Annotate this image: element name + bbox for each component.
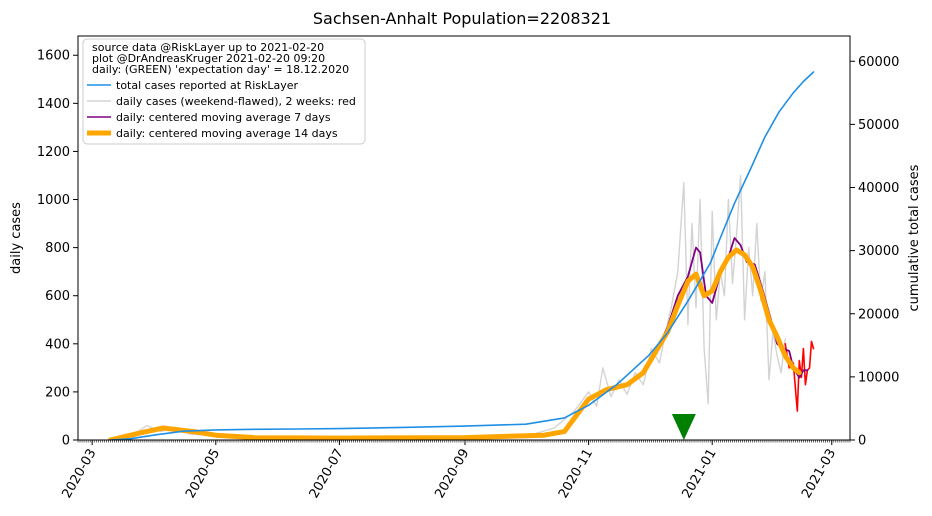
y-left-tick-label: 0 [62, 434, 70, 449]
chart-title: Sachsen-Anhalt Population=2208321 [313, 9, 611, 28]
legend: source data @RiskLayer up to 2021-02-20 … [82, 38, 366, 145]
y-right-tick-label: 30000 [858, 244, 899, 259]
y-left-tick-label: 1400 [37, 97, 70, 112]
y-left-tick-label: 600 [45, 289, 70, 304]
y-right-tick-label: 40000 [858, 181, 899, 196]
legend-header-1: source data @RiskLayer up to 2021-02-20 [92, 41, 324, 54]
series-ma7-line [109, 237, 809, 440]
series-ma14-line [107, 247, 802, 440]
y-left-tick-label: 1000 [37, 193, 70, 208]
right-axis: 0 10000 20000 30000 40000 50000 60000 [850, 55, 899, 449]
y-left-tick-label: 200 [45, 385, 70, 400]
y-left-tick-label: 1200 [37, 145, 70, 160]
legend-entry-daily: daily cases (weekend-flawed), 2 weeks: r… [116, 95, 356, 108]
y-right-tick-label: 60000 [858, 55, 899, 70]
expectation-day-marker [671, 413, 696, 440]
series-layer [107, 71, 815, 440]
x-tick-label: 2021-03 [799, 447, 839, 502]
legend-entry-ma14: daily: centered moving average 14 days [116, 127, 338, 140]
y-right-tick-label: 0 [858, 434, 866, 449]
legend-box [82, 38, 366, 145]
legend-entry-total: total cases reported at RiskLayer [116, 79, 299, 92]
series-total-line [109, 71, 815, 440]
y-right-tick-label: 50000 [858, 118, 899, 133]
y-right-tick-label: 20000 [858, 307, 899, 322]
legend-entry-ma7: daily: centered moving average 7 days [116, 111, 331, 124]
x-axis: 2020-03 2020-05 2020-07 2020-09 2020-11 2021-… [59, 440, 851, 502]
y-left-tick-label: 400 [45, 337, 70, 352]
y-right-tick-label: 10000 [858, 370, 899, 385]
plot-frame [77, 35, 851, 441]
x-tick-label: 2020-11 [556, 447, 596, 502]
y-left-tick-label: 1600 [37, 49, 70, 64]
legend-header-2: plot @DrAndreasKruger 2021-02-20 09:20 [92, 52, 325, 65]
y-axis-label-right: cumulative total cases [907, 164, 922, 311]
x-tick-label: 2021-01 [680, 447, 720, 502]
x-tick-label: 2020-07 [307, 447, 347, 502]
y-axis-label-left: daily cases [9, 202, 24, 274]
x-tick-label: 2020-03 [59, 447, 99, 502]
left-axis: 0 200 400 600 800 1000 1200 1400 1600 [37, 49, 78, 449]
legend-header-3: daily: (GREEN) 'expectation day' = 18.12… [92, 63, 349, 76]
x-tick-label: 2020-05 [183, 447, 223, 502]
y-left-tick-label: 800 [45, 241, 70, 256]
x-tick-label: 2020-09 [432, 447, 472, 502]
